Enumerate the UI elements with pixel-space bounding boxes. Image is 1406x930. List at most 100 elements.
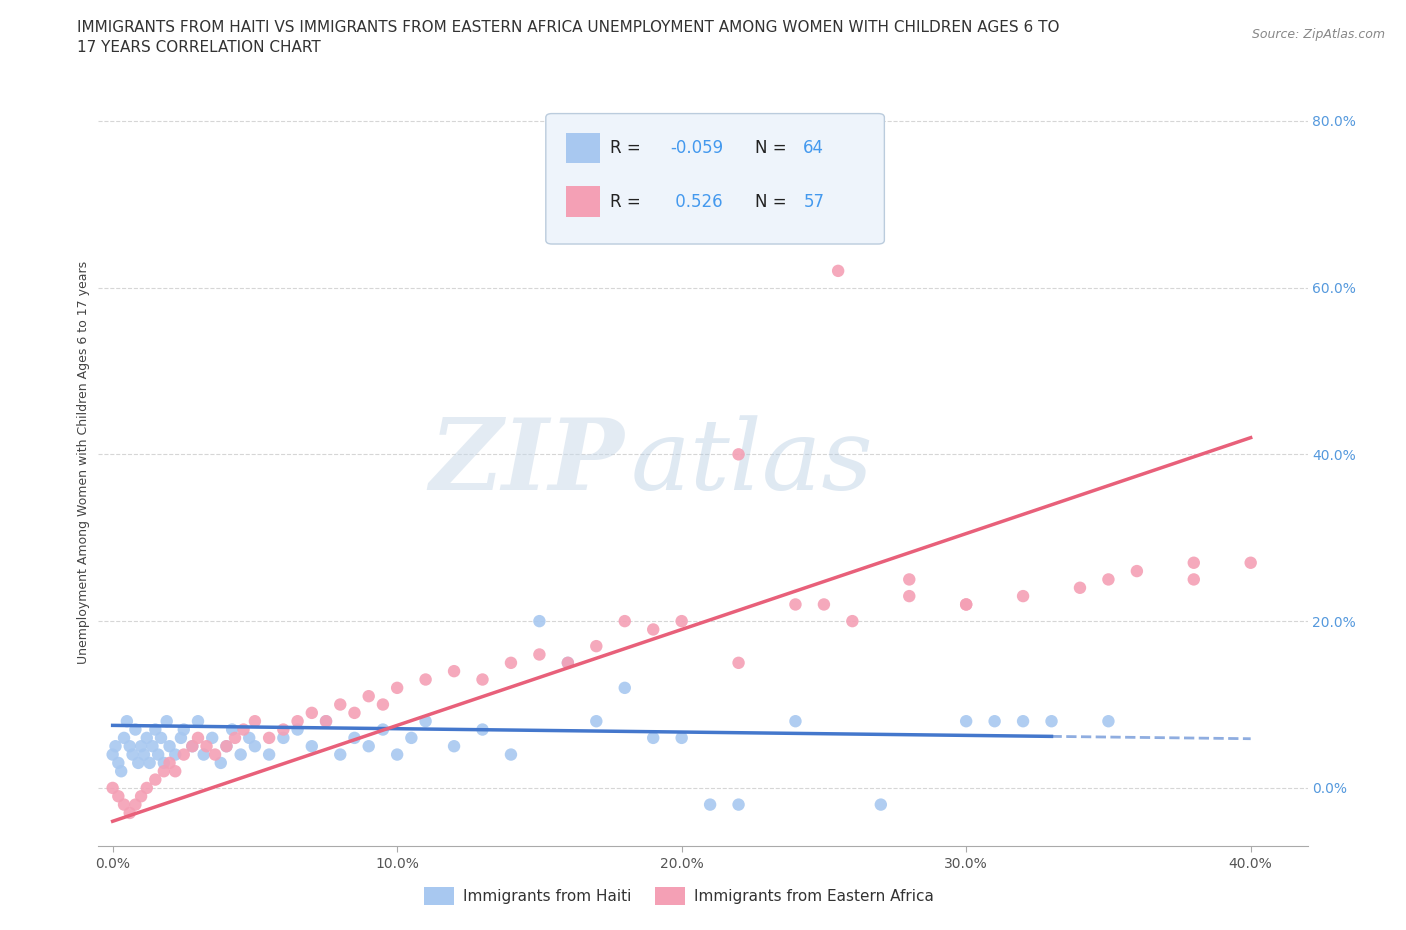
Point bbox=[124, 722, 146, 737]
Point bbox=[401, 730, 423, 745]
Point bbox=[983, 713, 1005, 728]
Point bbox=[150, 730, 173, 745]
Point bbox=[643, 622, 665, 637]
Point bbox=[138, 755, 160, 770]
Point bbox=[132, 747, 155, 762]
Point bbox=[585, 713, 607, 728]
Point bbox=[229, 747, 252, 762]
Point bbox=[727, 656, 749, 671]
Point bbox=[287, 722, 309, 737]
Point bbox=[170, 730, 193, 745]
Point bbox=[257, 747, 280, 762]
Point bbox=[104, 738, 127, 753]
Point bbox=[371, 722, 394, 737]
Point bbox=[869, 797, 891, 812]
Point bbox=[115, 713, 138, 728]
Point bbox=[955, 597, 977, 612]
Point bbox=[1126, 564, 1149, 578]
Text: Source: ZipAtlas.com: Source: ZipAtlas.com bbox=[1251, 28, 1385, 41]
Point bbox=[146, 747, 169, 762]
Point bbox=[193, 747, 215, 762]
Point bbox=[121, 747, 143, 762]
Point bbox=[195, 738, 218, 753]
Point bbox=[215, 738, 238, 753]
Point bbox=[557, 656, 579, 671]
FancyBboxPatch shape bbox=[567, 133, 600, 164]
Point bbox=[415, 672, 437, 687]
Text: -0.059: -0.059 bbox=[671, 140, 724, 157]
Point bbox=[153, 764, 176, 778]
Point bbox=[165, 764, 187, 778]
Point bbox=[135, 780, 157, 795]
Text: ZIP: ZIP bbox=[429, 415, 624, 511]
Point bbox=[727, 447, 749, 462]
Text: atlas: atlas bbox=[630, 415, 873, 511]
Point bbox=[273, 730, 295, 745]
Point bbox=[129, 789, 152, 804]
Point bbox=[343, 706, 366, 721]
Text: R =: R = bbox=[610, 193, 645, 211]
Point bbox=[371, 698, 394, 712]
Point bbox=[129, 738, 152, 753]
Point bbox=[955, 597, 977, 612]
Point bbox=[841, 614, 863, 629]
Point bbox=[499, 747, 522, 762]
Point bbox=[557, 656, 579, 671]
Point bbox=[159, 738, 181, 753]
Point bbox=[1012, 713, 1035, 728]
Point bbox=[187, 730, 209, 745]
Point bbox=[173, 747, 195, 762]
Point bbox=[385, 747, 408, 762]
Point bbox=[118, 805, 141, 820]
Point bbox=[785, 597, 807, 612]
Point bbox=[529, 647, 551, 662]
Point bbox=[243, 738, 266, 753]
Text: N =: N = bbox=[755, 140, 792, 157]
Point bbox=[141, 738, 163, 753]
Point bbox=[1240, 555, 1263, 570]
Point bbox=[1012, 589, 1035, 604]
Text: 57: 57 bbox=[803, 193, 824, 211]
Point bbox=[471, 672, 494, 687]
Point bbox=[785, 713, 807, 728]
Point bbox=[699, 797, 721, 812]
Point bbox=[143, 722, 166, 737]
Point bbox=[209, 755, 232, 770]
Point bbox=[813, 597, 835, 612]
Point bbox=[613, 614, 636, 629]
Point bbox=[1069, 580, 1091, 595]
Point bbox=[643, 730, 665, 745]
Point bbox=[1097, 572, 1119, 587]
Point bbox=[898, 589, 921, 604]
Point bbox=[243, 713, 266, 728]
Point bbox=[585, 639, 607, 654]
FancyBboxPatch shape bbox=[546, 113, 884, 244]
Point bbox=[110, 764, 132, 778]
Point bbox=[118, 738, 141, 753]
Point bbox=[127, 755, 149, 770]
Point bbox=[221, 722, 243, 737]
Point bbox=[471, 722, 494, 737]
Point bbox=[181, 738, 204, 753]
Point bbox=[112, 797, 135, 812]
Point bbox=[1097, 713, 1119, 728]
Y-axis label: Unemployment Among Women with Children Ages 6 to 17 years: Unemployment Among Women with Children A… bbox=[77, 261, 90, 664]
Point bbox=[443, 664, 465, 679]
Point bbox=[357, 738, 380, 753]
Point bbox=[165, 747, 187, 762]
Point bbox=[187, 713, 209, 728]
Text: IMMIGRANTS FROM HAITI VS IMMIGRANTS FROM EASTERN AFRICA UNEMPLOYMENT AMONG WOMEN: IMMIGRANTS FROM HAITI VS IMMIGRANTS FROM… bbox=[77, 20, 1060, 35]
Point bbox=[415, 713, 437, 728]
Point bbox=[287, 713, 309, 728]
Point bbox=[143, 772, 166, 787]
Point bbox=[204, 747, 226, 762]
Point bbox=[301, 706, 323, 721]
Point bbox=[671, 730, 693, 745]
Point bbox=[201, 730, 224, 745]
Point bbox=[238, 730, 260, 745]
Point bbox=[443, 738, 465, 753]
Text: 0.526: 0.526 bbox=[671, 193, 723, 211]
Point bbox=[827, 263, 849, 278]
Point bbox=[1182, 555, 1205, 570]
Point bbox=[159, 755, 181, 770]
